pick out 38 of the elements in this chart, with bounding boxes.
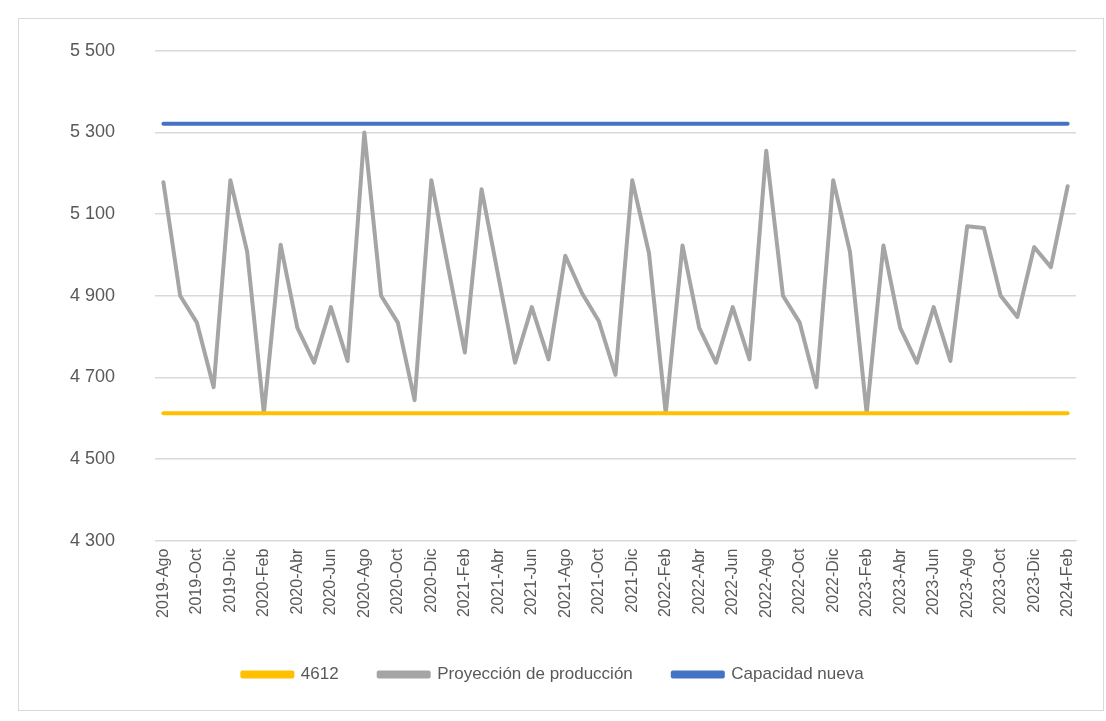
y-tick-label: 4 700	[70, 366, 116, 387]
y-tick-label: 4 300	[70, 529, 116, 550]
x-tick-label: 2020-Feb	[254, 548, 272, 618]
x-tick-label: 2022-Jun	[723, 548, 741, 616]
y-tick-label: 4 500	[70, 447, 116, 468]
legend-label: 4612	[300, 664, 339, 684]
x-tick-label: 2019-Ago	[153, 548, 171, 618]
x-tick-label: 2020-Oct	[388, 548, 406, 615]
x-tick-label: 2022-Dic	[823, 548, 841, 613]
x-tick-label: 2022-Feb	[656, 548, 674, 618]
x-tick-label: 2019-Dic	[220, 548, 238, 613]
x-tick-label: 2020-Abr	[287, 547, 305, 615]
x-tick-label: 2022-Ago	[756, 548, 774, 618]
x-tick-label: 2022-Abr	[689, 547, 707, 615]
x-tick-label: 2023-Feb	[857, 548, 875, 618]
x-tick-label: 2022-Oct	[790, 548, 808, 615]
y-tick-label: 5 100	[70, 203, 116, 224]
x-tick-label: 2021-Oct	[589, 548, 607, 615]
x-tick-label: 2021-Jun	[522, 548, 540, 616]
x-tick-label: 2019-Oct	[187, 548, 205, 615]
x-tick-label: 2020-Dic	[421, 548, 439, 613]
y-tick-label: 5 500	[70, 39, 116, 60]
x-tick-label: 2023-Ago	[957, 548, 975, 618]
x-tick-label: 2023-Oct	[991, 548, 1009, 615]
x-tick-label: 2021-Abr	[488, 547, 506, 615]
x-tick-label: 2020-Ago	[354, 548, 372, 618]
legend-label: Proyección de producción	[437, 664, 633, 684]
x-tick-label: 2023-Jun	[924, 548, 942, 616]
x-tick-label: 2020-Jun	[321, 548, 339, 616]
x-tick-label: 2021-Dic	[622, 548, 640, 613]
x-tick-label: 2024-Feb	[1058, 548, 1076, 618]
y-tick-label: 4 900	[70, 284, 116, 305]
x-tick-label: 2023-Dic	[1024, 548, 1042, 613]
x-tick-label: 2021-Ago	[555, 548, 573, 618]
x-tick-label: 2023-Abr	[890, 547, 908, 615]
x-tick-label: 2021-Feb	[455, 548, 473, 618]
y-tick-label: 5 300	[70, 121, 116, 142]
legend-label: Capacidad nueva	[731, 664, 865, 684]
